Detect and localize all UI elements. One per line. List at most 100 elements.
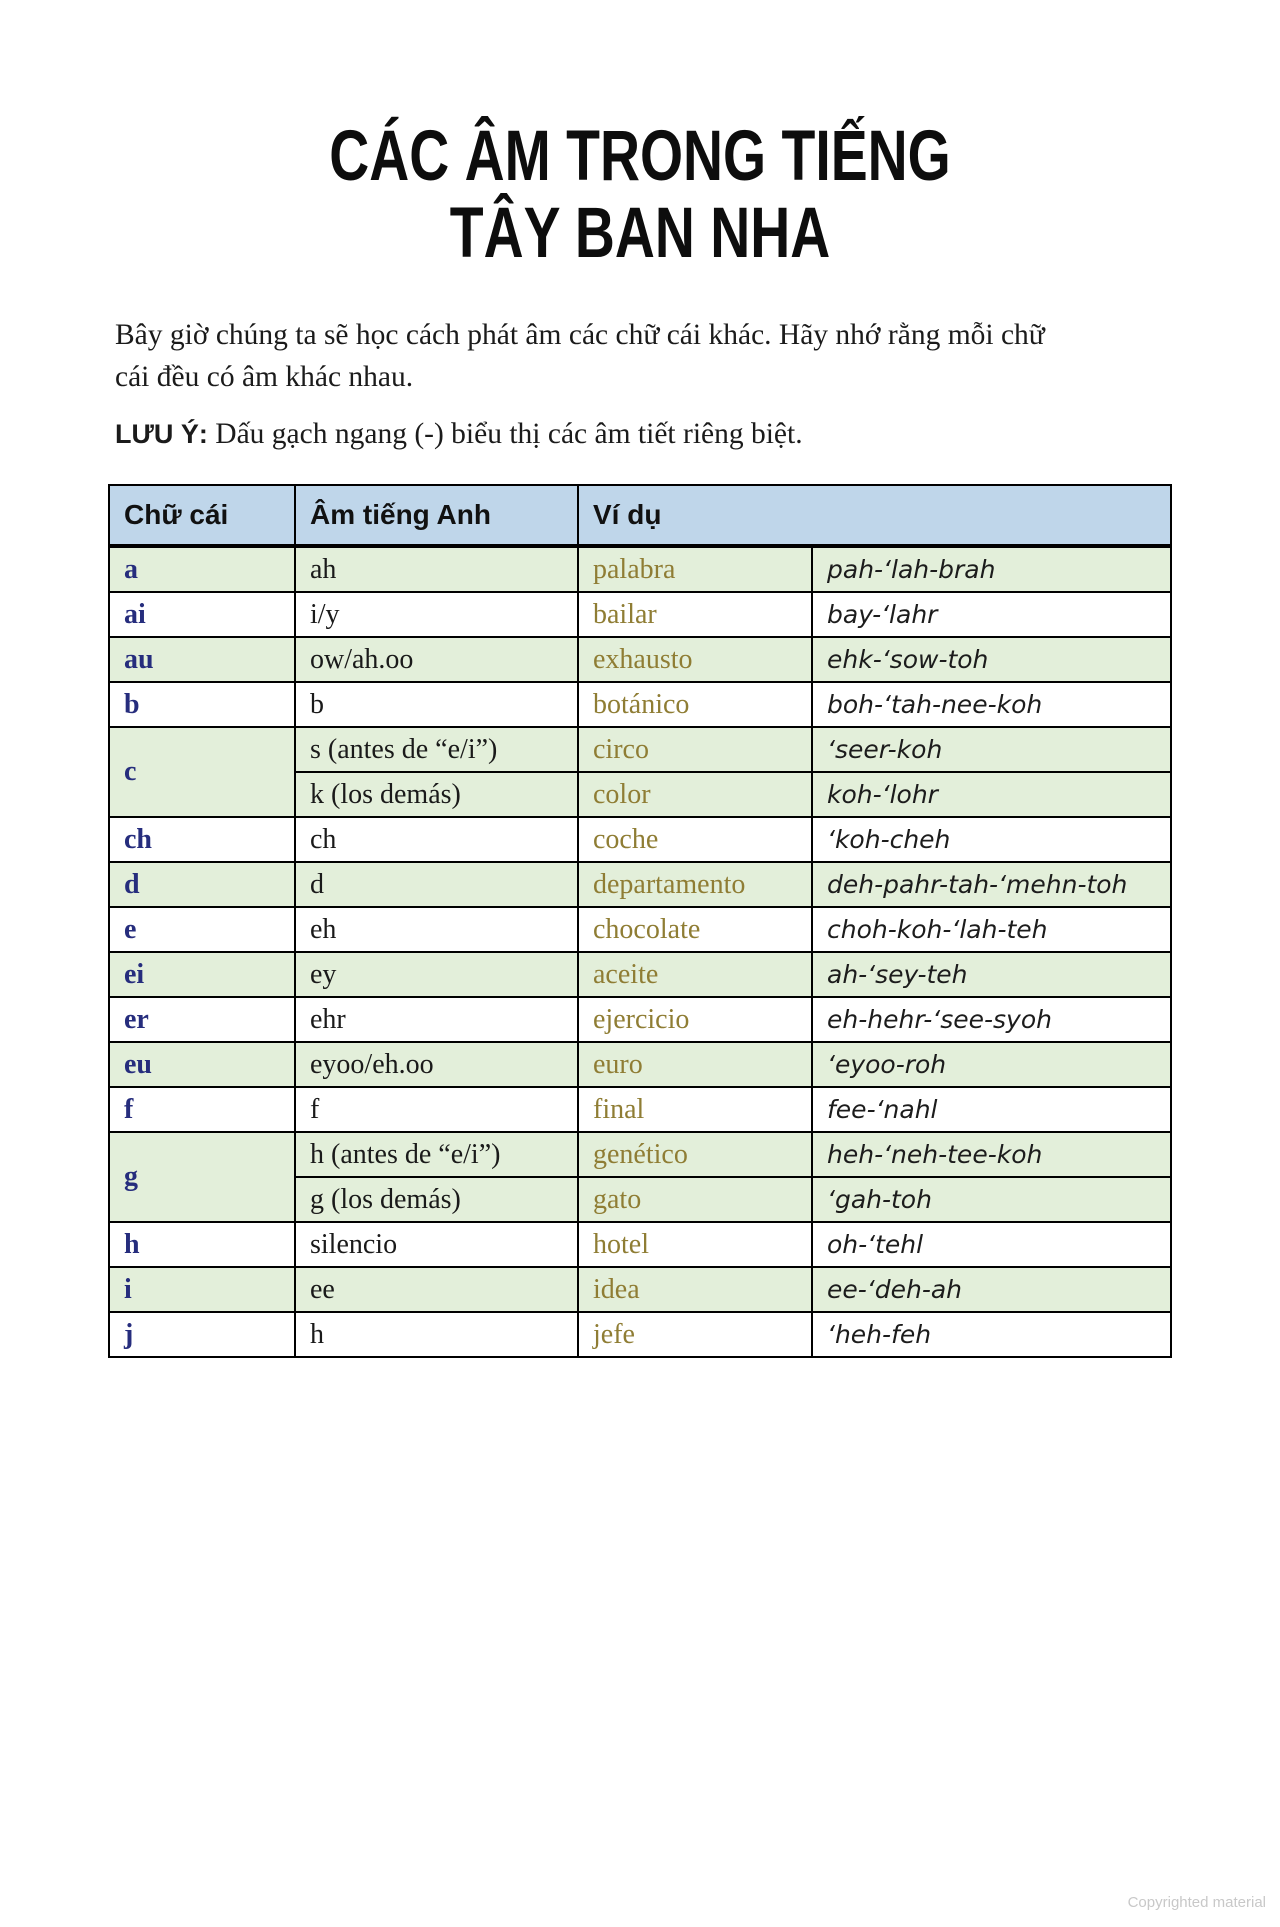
word-cell: coche — [577, 816, 813, 863]
word-cell: chocolate — [577, 906, 813, 953]
table-row: j h jefe ‘heh-feh — [108, 1311, 1173, 1358]
pron-cell: ah-‘sey-teh — [810, 951, 1173, 998]
pron-cell: oh-‘tehl — [810, 1221, 1173, 1268]
table-row: ch ch coche ‘koh-cheh — [108, 816, 1173, 863]
table-header-row: Chữ cái Âm tiếng Anh Ví dụ — [108, 484, 1173, 548]
table-row: k (los demás) color koh-‘lohr — [109, 771, 1173, 818]
table-row: au ow/ah.oo exhausto ehk-‘sow-toh — [108, 636, 1173, 683]
letter-cell: i — [108, 1266, 296, 1313]
pron-cell: eh-hehr-‘see-syoh — [810, 996, 1173, 1043]
sound-cell: h — [294, 1311, 579, 1358]
header-example: Ví dụ — [576, 484, 1173, 548]
word-cell: hotel — [577, 1221, 813, 1268]
word-cell: idea — [577, 1266, 813, 1313]
intro-line-1: Bây giờ chúng ta sẽ học cách phát âm các… — [115, 319, 1045, 351]
pron-cell: fee-‘nahl — [810, 1086, 1173, 1133]
pron-cell: heh-‘neh-tee-koh — [810, 1131, 1173, 1178]
note-paragraph: LƯU Ý: Dấu gạch ngang (-) biểu thị các â… — [115, 414, 1168, 454]
word-cell: ejercicio — [577, 996, 813, 1043]
letter-cell: b — [108, 681, 296, 728]
pron-cell: choh-koh-‘lah-teh — [810, 906, 1173, 953]
sound-cell: ch — [294, 816, 579, 863]
sound-cell: g (los demás) — [294, 1176, 579, 1223]
word-cell: jefe — [577, 1311, 813, 1358]
word-cell: color — [577, 771, 813, 818]
word-cell: bailar — [577, 591, 813, 638]
word-cell: genético — [577, 1131, 813, 1178]
sound-cell: ee — [294, 1266, 579, 1313]
word-cell: botánico — [577, 681, 813, 728]
pron-cell: pah-‘lah-brah — [810, 545, 1173, 593]
table-row: a ah palabra pah-‘lah-brah — [108, 545, 1173, 593]
sound-cell: s (antes de “e/i”) — [294, 726, 579, 773]
word-cell: circo — [577, 726, 813, 773]
pron-cell: ‘heh-feh — [810, 1311, 1173, 1358]
page-title-line-2: TÂY BAN NHA — [449, 194, 831, 273]
sound-cell: ah — [294, 545, 579, 593]
table-row: ei ey aceite ah-‘sey-teh — [108, 951, 1173, 998]
sound-cell: eh — [294, 906, 579, 953]
sound-cell: silencio — [294, 1221, 579, 1268]
word-cell: exhausto — [577, 636, 813, 683]
table-row: b b botánico boh-‘tah-nee-koh — [108, 681, 1173, 728]
letter-cell: ei — [108, 951, 296, 998]
letter-cell: ch — [108, 816, 296, 863]
word-cell: gato — [577, 1176, 813, 1223]
page-title-line-1: CÁC ÂM TRONG TIẾNG — [329, 117, 951, 196]
pron-cell: ‘koh-cheh — [810, 816, 1173, 863]
sound-cell: ow/ah.oo — [294, 636, 579, 683]
table-row: eu eyoo/eh.oo euro ‘eyoo-roh — [108, 1041, 1173, 1088]
sound-cell: eyoo/eh.oo — [294, 1041, 579, 1088]
table-row: i ee idea ee-‘deh-ah — [108, 1266, 1173, 1313]
word-cell: final — [577, 1086, 813, 1133]
letter-cell: e — [108, 906, 296, 953]
note-label: LƯU Ý: — [115, 419, 208, 449]
letter-cell: d — [108, 861, 296, 908]
sound-cell: i/y — [294, 591, 579, 638]
pronunciation-table: Chữ cái Âm tiếng Anh Ví dụ a ah palabra … — [108, 484, 1173, 1358]
pron-cell: deh-pahr-tah-‘mehn-toh — [810, 861, 1173, 908]
sound-cell: b — [294, 681, 579, 728]
letter-cell: a — [108, 545, 296, 593]
letter-cell: au — [108, 636, 296, 683]
pron-cell: ‘gah-toh — [810, 1176, 1173, 1223]
pron-cell: ee-‘deh-ah — [810, 1266, 1173, 1313]
letter-cell: c — [108, 726, 296, 818]
table-row: g (los demás) gato ‘gah-toh — [109, 1176, 1173, 1223]
letter-cell: eu — [108, 1041, 296, 1088]
pron-cell: ehk-‘sow-toh — [810, 636, 1173, 683]
word-cell: palabra — [577, 545, 813, 593]
pron-cell: koh-‘lohr — [810, 771, 1173, 818]
header-letter: Chữ cái — [108, 484, 296, 548]
sound-cell: h (antes de “e/i”) — [294, 1131, 579, 1178]
sound-cell: ey — [294, 951, 579, 998]
table-row: e eh chocolate choh-koh-‘lah-teh — [108, 906, 1173, 953]
copyright-watermark: Copyrighted material — [1127, 1894, 1266, 1911]
table-row: d d departamento deh-pahr-tah-‘mehn-toh — [108, 861, 1173, 908]
intro-line-2: cái đều có âm khác nhau. — [115, 361, 414, 393]
pron-cell: boh-‘tah-nee-koh — [810, 681, 1173, 728]
pron-cell: ‘seer-koh — [810, 726, 1173, 773]
sound-cell: f — [294, 1086, 579, 1133]
table-row: ai i/y bailar bay-‘lahr — [108, 591, 1173, 638]
intro-paragraph: Bây giờ chúng ta sẽ học cách phát âm các… — [115, 314, 1168, 398]
word-cell: euro — [577, 1041, 813, 1088]
letter-cell: er — [108, 996, 296, 1043]
table-row: er ehr ejercicio eh-hehr-‘see-syoh — [108, 996, 1173, 1043]
letter-cell: f — [108, 1086, 296, 1133]
letter-cell: g — [108, 1131, 296, 1223]
letter-cell: j — [108, 1311, 296, 1358]
word-cell: departamento — [577, 861, 813, 908]
sound-cell: k (los demás) — [294, 771, 579, 818]
pron-cell: bay-‘lahr — [810, 591, 1173, 638]
word-cell: aceite — [577, 951, 813, 998]
letter-cell: ai — [108, 591, 296, 638]
table-row: f f final fee-‘nahl — [108, 1086, 1173, 1133]
letter-cell: h — [108, 1221, 296, 1268]
table-row: c s (antes de “e/i”) circo ‘seer-koh — [108, 726, 1173, 818]
sound-cell: ehr — [294, 996, 579, 1043]
sound-cell: d — [294, 861, 579, 908]
table-row: g h (antes de “e/i”) genético heh-‘neh-t… — [108, 1131, 1173, 1223]
page-title: CÁC ÂM TRONG TIẾNG TÂY BAN NHA — [141, 118, 1139, 272]
header-english-sound: Âm tiếng Anh — [294, 484, 579, 548]
